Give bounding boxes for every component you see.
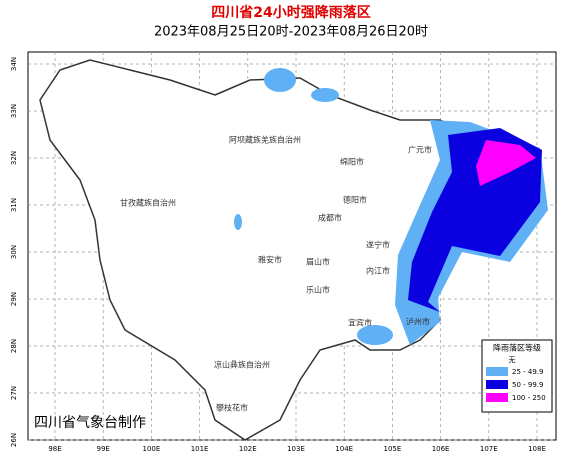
lat-label: 27N (10, 386, 18, 400)
place-label: 成都市 (318, 213, 342, 223)
rain-area-light (311, 88, 339, 102)
place-label: 阿坝藏族羌族自治州 (229, 135, 301, 145)
legend-swatch (486, 380, 508, 389)
lon-label: 100E (143, 445, 161, 453)
rain-area-heavy (408, 128, 542, 312)
rain-area-light (234, 214, 242, 230)
rain-area-light (264, 68, 296, 92)
place-label: 内江市 (366, 266, 390, 276)
legend-swatch (486, 393, 508, 402)
place-label: 遂宁市 (366, 240, 390, 250)
rain-area-extreme (476, 140, 536, 186)
lon-label: 103E (287, 445, 305, 453)
lon-label: 104E (335, 445, 353, 453)
subtitle: 2023年08月25日20时-2023年08月26日20时 (154, 25, 428, 40)
lon-label: 102E (239, 445, 257, 453)
producer: 四川省气象台制作 (34, 415, 146, 431)
lat-label: 28N (10, 339, 18, 353)
place-label: 甘孜藏族自治州 (120, 198, 176, 208)
place-label: 攀枝花市 (216, 403, 248, 413)
place-label: 雅安市 (258, 255, 282, 265)
lon-label: 99E (97, 445, 110, 453)
lat-label: 32N (10, 151, 18, 165)
rain-area-light (357, 325, 393, 345)
place-label: 眉山市 (306, 257, 330, 267)
lat-label: 30N (10, 245, 18, 259)
place-label: 宜宾市 (348, 318, 372, 328)
place-label: 德阳市 (343, 195, 367, 205)
lat-label: 26N (10, 433, 18, 447)
legend-item: 100 - 250 (512, 394, 546, 402)
place-label: 泸州市 (406, 317, 430, 327)
lat-label: 29N (10, 292, 18, 306)
place-label: 广元市 (408, 145, 432, 155)
lon-label: 107E (480, 445, 498, 453)
title: 四川省24小时强降雨落区 (211, 4, 370, 21)
lon-label: 101E (191, 445, 209, 453)
place-label: 凉山彝族自治州 (214, 360, 270, 370)
legend-title: 降雨落区等级 (493, 343, 541, 353)
place-label: 乐山市 (306, 285, 330, 295)
legend-swatch (486, 367, 508, 376)
lon-label: 98E (48, 445, 61, 453)
lat-label: 31N (10, 198, 18, 212)
lon-label: 108E (528, 445, 546, 453)
lat-label: 33N (10, 104, 18, 118)
lon-label: 106E (432, 445, 450, 453)
legend-item: 无 (509, 356, 516, 364)
lat-label: 34N (10, 57, 18, 71)
lon-label: 105E (384, 445, 402, 453)
legend-item: 25 - 49.9 (512, 368, 543, 376)
place-label: 绵阳市 (340, 157, 364, 167)
legend-item: 50 - 99.9 (512, 381, 543, 389)
legend: 降雨落区等级 无 25 - 49.9 50 - 99.9 100 - 250 (481, 339, 553, 413)
